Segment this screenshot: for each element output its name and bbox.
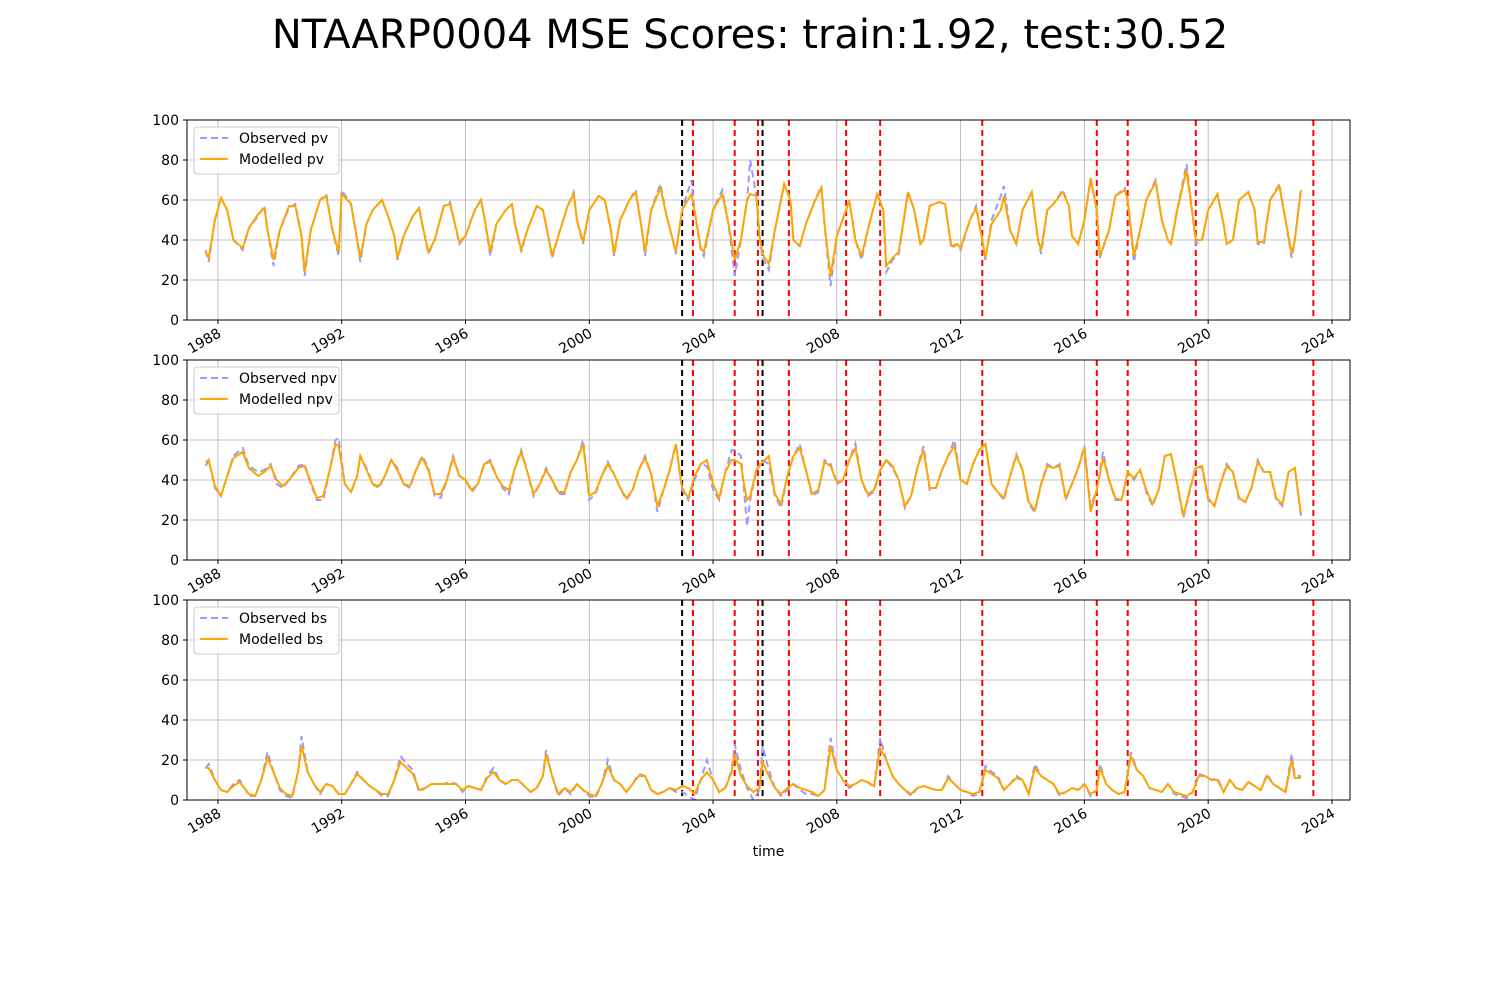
x-tick-label: 1988 [185, 806, 224, 838]
x-tick-label: 2016 [1052, 806, 1091, 838]
x-tick-label: 2000 [556, 806, 595, 838]
x-tick-label: 1996 [433, 566, 472, 598]
x-tick-label: 1992 [309, 566, 348, 598]
legend-observed-label: Observed npv [239, 371, 337, 387]
y-tick-label: 20 [161, 753, 179, 769]
legend-box [193, 366, 340, 415]
x-tick-label: 1992 [309, 326, 348, 358]
legend-box [193, 606, 340, 655]
modelled-bs-line [205, 744, 1301, 798]
legend-observed-label: Observed bs [239, 611, 327, 627]
x-tick-label: 2020 [1175, 566, 1214, 598]
x-tick-label: 2008 [804, 566, 843, 598]
x-tick-label: 2000 [556, 326, 595, 358]
y-tick-label: 100 [152, 353, 179, 369]
y-tick-label: 80 [161, 633, 179, 649]
x-tick-label: 2020 [1175, 326, 1214, 358]
plot-area [187, 600, 1350, 800]
x-tick-label: 2020 [1175, 806, 1214, 838]
x-tick-label: 2000 [556, 566, 595, 598]
x-tick-label: 1988 [185, 566, 224, 598]
modelled-npv-line [205, 441, 1302, 517]
y-tick-label: 100 [152, 113, 179, 129]
axes-frame [186, 119, 1351, 321]
axes-frame [186, 359, 1351, 561]
x-tick-label: 1996 [433, 326, 472, 358]
x-tick-label: 2024 [1299, 806, 1338, 838]
legend-modelled-label: Modelled bs [239, 632, 323, 648]
x-tick-label: 2008 [804, 326, 843, 358]
modelled-pv-line [204, 169, 1302, 277]
panel-pv: 0 20 40 60 80 100 1988 1992 1996 2000 2004 2008 2012… [152, 113, 1351, 358]
chart-title: NTAARP0004 MSE Scores: train:1.92, test:… [271, 12, 1229, 58]
x-tick-label: 2024 [1299, 566, 1338, 598]
legend-modelled-label: Modelled npv [239, 392, 333, 408]
x-tick-label: 1992 [309, 806, 348, 838]
y-tick-label: 20 [161, 513, 179, 529]
axes-frame [186, 599, 1351, 801]
legend-observed-label: Observed pv [239, 131, 328, 147]
x-tick-label: 2024 [1299, 326, 1338, 358]
y-tick-label: 60 [161, 673, 179, 689]
y-tick-label: 0 [170, 553, 179, 569]
y-tick-label: 40 [161, 713, 179, 729]
y-tick-label: 40 [161, 473, 179, 489]
y-tick-label: 80 [161, 393, 179, 409]
y-tick-label: 0 [170, 313, 179, 329]
x-tick-label: 2008 [804, 806, 843, 838]
panel-bs: 0 20 40 60 80 100 1988 1992 1996 2000 2004 2008 2012… [152, 593, 1351, 838]
x-axis-label: time [753, 844, 785, 860]
x-tick-label: 2016 [1052, 326, 1091, 358]
y-tick-label: 60 [161, 193, 179, 209]
panel-npv: 0 20 40 60 80 100 1988 1992 1996 2000 2004 2008 2012… [152, 353, 1351, 598]
x-tick-label: 2012 [928, 566, 967, 598]
y-tick-label: 80 [161, 153, 179, 169]
x-tick-label: 1988 [185, 326, 224, 358]
y-tick-label: 60 [161, 433, 179, 449]
y-tick-label: 100 [152, 593, 179, 609]
x-tick-label: 2004 [680, 806, 719, 838]
plot-area [187, 120, 1350, 320]
y-tick-label: 40 [161, 233, 179, 249]
x-tick-label: 2016 [1052, 566, 1091, 598]
y-tick-label: 0 [170, 793, 179, 809]
x-tick-label: 2004 [680, 566, 719, 598]
legend-box [193, 126, 340, 175]
x-tick-label: 2012 [928, 326, 967, 358]
x-tick-label: 1996 [433, 806, 472, 838]
y-tick-label: 20 [161, 273, 179, 289]
x-tick-label: 2004 [680, 326, 719, 358]
x-tick-label: 2012 [928, 806, 967, 838]
legend-modelled-label: Modelled pv [239, 152, 324, 168]
